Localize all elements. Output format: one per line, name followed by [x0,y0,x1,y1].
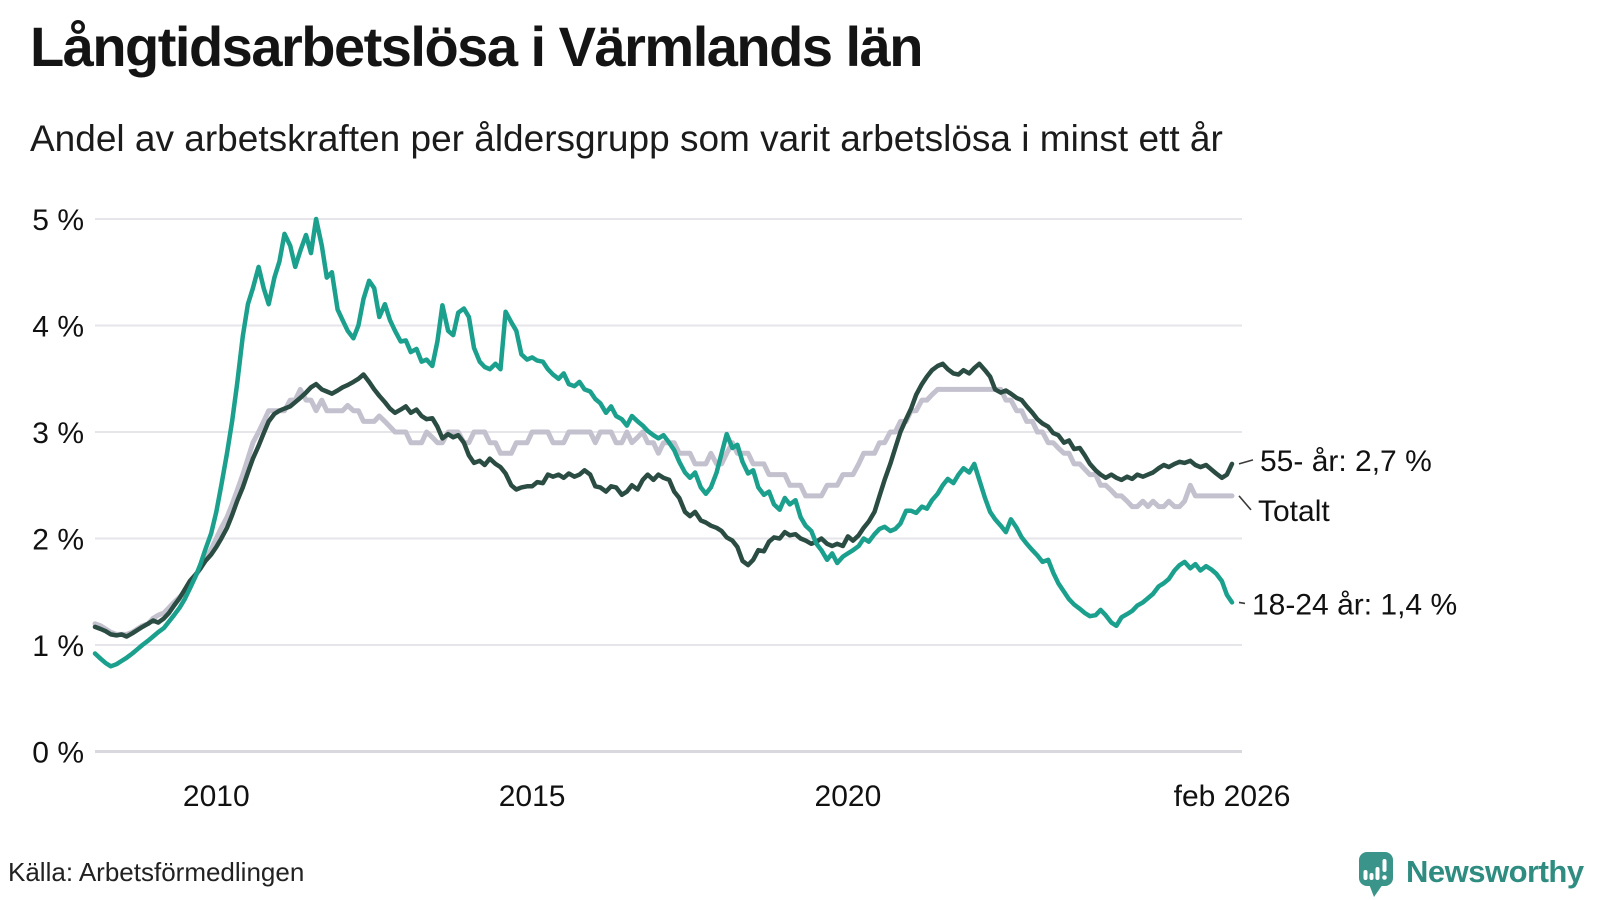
series-line-18-24-r [92,216,1235,669]
x-tick-label: 2020 [815,780,882,813]
y-tick-label: 4 % [32,311,84,344]
y-tick-label: 3 % [32,417,84,450]
annotation-connector [1238,601,1246,605]
source-note: Källa: Arbetsförmedlingen [8,857,305,887]
series-end-label: 18-24 år: 1,4 % [1252,588,1457,621]
y-tick-label: 5 % [32,204,84,237]
annotation-connector [1238,495,1252,511]
x-tick-label: feb 2026 [1174,780,1291,813]
chart-title: Långtidsarbetslösa i Värmlands län [30,15,923,78]
x-tick-label: 2015 [499,780,566,813]
y-tick-label: 0 % [32,737,84,770]
series-end-label: Totalt [1258,495,1330,528]
series-lines [92,216,1235,669]
newsworthy-logo-icon [1359,852,1393,897]
y-axis-labels: 5 % 4 % 3 % 2 % 1 % 0 % [32,204,84,770]
series-end-annotations: Totalt 55- år: 2,7 % 18-24 år: 1,4 % [1238,445,1457,621]
brand: Newsworthy [1359,852,1584,898]
series-line-55-r [92,361,1235,639]
x-tick-label: 2010 [183,780,250,813]
chart-subtitle: Andel av arbetskraften per åldersgrupp s… [30,118,1223,159]
x-axis-labels: 2010 2015 2020 feb 2026 [183,780,1290,813]
y-tick-label: 2 % [32,524,84,557]
y-tick-label: 1 % [32,630,84,663]
brand-name: Newsworthy [1406,854,1584,889]
series-end-label: 55- år: 2,7 % [1260,445,1432,478]
annotation-connector [1238,459,1254,465]
